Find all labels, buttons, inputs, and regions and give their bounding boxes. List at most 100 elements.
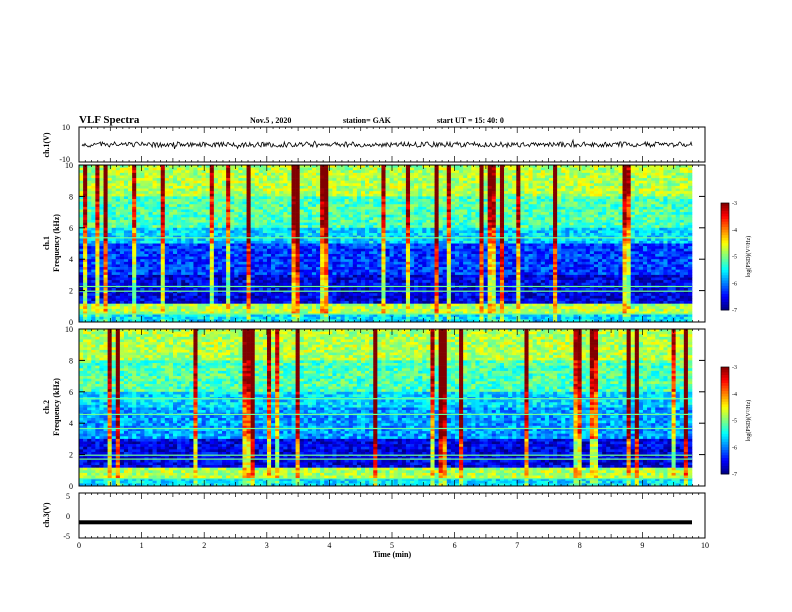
spectrogram-cell: [589, 196, 595, 200]
spectrogram-cell: [540, 175, 546, 179]
spectrogram-cell: [401, 222, 407, 226]
spectrogram-cell: [512, 178, 517, 181]
spectrogram-cell: [140, 183, 145, 187]
spectrogram-cell: [467, 185, 472, 189]
spectrogram-cell: [438, 196, 444, 200]
spectrogram-cell: [291, 175, 296, 179]
spectrogram-cell: [540, 233, 546, 236]
spectrogram-cell: [111, 165, 117, 168]
spectrogram-cell: [557, 233, 562, 236]
spectrogram-cell: [377, 206, 382, 210]
spectrogram-cell: [369, 170, 374, 174]
spectrogram-cell: [573, 178, 578, 181]
spectrogram-cell: [262, 219, 268, 223]
spectrogram-cell: [279, 233, 284, 236]
spectrogram-cell: [287, 183, 292, 187]
spectrogram-cell: [234, 172, 239, 176]
spectrogram-cell: [266, 209, 272, 213]
spectrogram-cell: [614, 212, 619, 216]
spectrogram-cell: [230, 243, 235, 247]
spectrogram-cell: [299, 225, 305, 229]
spectrogram-cell: [246, 214, 251, 218]
spectrogram-cell: [115, 204, 121, 208]
spectrogram-cell: [250, 214, 256, 218]
spectrogram-cell: [577, 199, 582, 202]
spectrogram-cell: [185, 188, 190, 192]
spectrogram-cell: [324, 178, 329, 181]
spectrogram-cell: [397, 183, 403, 187]
spectrogram-cell: [642, 185, 648, 189]
spectrogram-cell: [279, 175, 284, 179]
spectrogram-cell: [91, 191, 96, 195]
spectrogram-cell: [262, 227, 268, 231]
spectrogram-cell: [438, 238, 444, 242]
spectrogram-cell: [360, 238, 366, 242]
spectrogram-cell: [377, 248, 382, 252]
spectrogram-cell: [512, 193, 517, 197]
spectrogram-cell: [434, 219, 439, 223]
spectrogram-cell: [242, 238, 247, 242]
spectrogram-cell: [279, 185, 284, 189]
spectrogram-cell: [512, 165, 517, 168]
spectrogram-cell: [687, 235, 693, 239]
spectrogram-cell: [360, 212, 366, 216]
spectrogram-cell: [230, 165, 235, 168]
spectrogram-cell: [679, 222, 685, 226]
spectrogram-cell: [209, 251, 215, 255]
spectrogram-cell: [291, 238, 296, 242]
spectrogram-cell: [410, 233, 415, 236]
spectrogram-cell: [279, 178, 284, 181]
spectrogram-cell: [299, 240, 305, 244]
spectrogram-cell: [132, 185, 137, 189]
spectrogram-cell: [279, 222, 284, 226]
spectrogram-cell: [573, 201, 578, 205]
spectrogram-cell: [422, 248, 427, 252]
spectrogram-cell: [320, 165, 325, 168]
spectrogram-cell: [479, 235, 484, 239]
spectrogram-cell: [311, 170, 317, 174]
spectrogram-cell: [299, 243, 305, 247]
spectrogram-cell: [422, 178, 427, 181]
spectrogram-cell: [352, 196, 358, 200]
spectrogram-cell: [164, 225, 170, 229]
spectrogram-cell: [495, 201, 501, 205]
spectrogram-cell: [299, 191, 305, 195]
spectrogram-cell: [189, 246, 194, 250]
spectrogram-cell: [483, 193, 488, 197]
spectrogram-cell: [291, 217, 296, 221]
spectrogram-cell: [651, 199, 656, 202]
spectrogram-cell: [217, 170, 223, 174]
spectrogram-cell: [119, 185, 125, 189]
spectrogram-cell: [144, 219, 149, 223]
spectrogram-cell: [128, 185, 133, 189]
spectrogram-cell: [504, 219, 509, 223]
spectrogram-cell: [189, 199, 194, 202]
spectrogram-cell: [83, 183, 88, 187]
spectrogram-cell: [499, 214, 505, 218]
spectrogram-cell: [177, 235, 182, 239]
spectrogram-cell: [340, 165, 345, 168]
spectrogram-cell: [352, 172, 358, 176]
spectrogram-cell: [275, 219, 280, 223]
spectrogram-cell: [197, 175, 202, 179]
spectrogram-cell: [234, 188, 239, 192]
spectrogram-cell: [475, 201, 480, 205]
spectrogram-cell: [679, 235, 685, 239]
spectrogram-cell: [164, 185, 170, 189]
spectrogram-cell: [512, 212, 517, 216]
spectrogram-cell: [111, 170, 117, 174]
spectrogram-cell: [287, 185, 292, 189]
spectrogram-cell: [377, 188, 382, 192]
spectrogram-cell: [213, 212, 219, 216]
spectrogram-cell: [446, 212, 452, 216]
spectrogram-cell: [524, 230, 529, 234]
spectrogram-cell: [91, 240, 96, 244]
spectrogram-cell: [667, 199, 672, 202]
spectrogram-cell: [528, 240, 533, 244]
spectrogram-cell: [622, 180, 627, 184]
spectrogram-cell: [222, 222, 227, 226]
spectrogram-cell: [512, 191, 517, 195]
spectrogram-cell: [213, 214, 219, 218]
spectrogram-cell: [152, 191, 157, 195]
spectrogram-cell: [205, 199, 211, 202]
